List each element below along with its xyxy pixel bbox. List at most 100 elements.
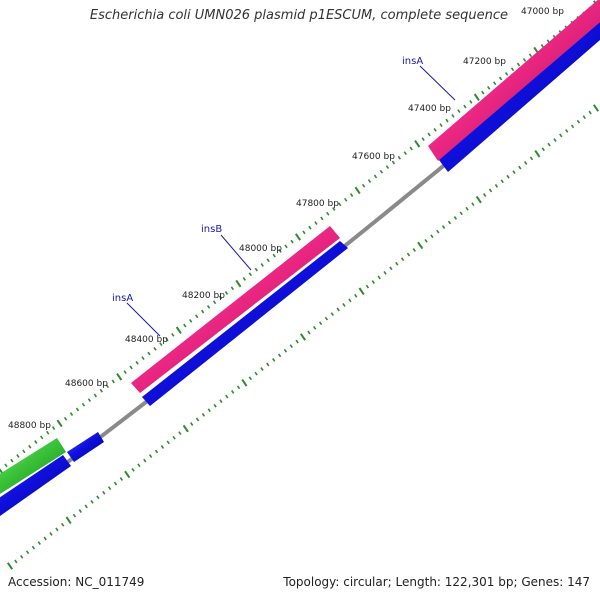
tick-label-47200: 47200 bp [463,57,506,67]
tick-label-47400: 47400 bp [408,104,451,114]
ruler-tick [427,132,431,137]
feature-bar-green-bottom[interactable] [0,438,66,494]
gene-label-leader-insA-bottom [126,302,161,337]
ruler-tick [207,408,211,413]
ruler-tick [166,440,170,445]
ruler-tick [55,527,59,532]
ruler-tick [307,330,311,335]
ruler-tick [383,270,387,275]
ruler-tick [190,422,194,426]
ruler-tick [14,559,18,564]
ruler-tick [154,449,159,454]
feature-bar-blue-mid[interactable] [142,241,348,406]
ruler-tick [332,207,336,211]
ruler-tick [242,277,246,281]
feature-bar-blue-bottom[interactable] [0,455,71,516]
ruler-tick [148,454,153,458]
ruler-tick [475,195,482,204]
ruler-tick [212,300,217,305]
ruler-tick [78,509,82,513]
ruler-tick [272,358,276,362]
ruler-tick [504,72,509,76]
tick-label-48400: 48400 bp [125,335,168,345]
ruler-tick [84,504,88,509]
ruler-tick [417,241,424,250]
ruler-tick [488,188,493,193]
ruler-tick [377,275,381,280]
ruler-tick [512,170,516,175]
ruler-tick [113,481,118,486]
ruler-tick [6,562,14,570]
ruler-tick [230,286,235,291]
ruler-tick [87,398,92,402]
ruler-tick [51,426,56,430]
ruler-tick [254,267,258,272]
ruler-tick [175,326,182,334]
ruler-tick [153,346,157,351]
ruler-tick [313,325,317,330]
ruler-tick [135,360,139,365]
gene-label-insB[interactable]: insB [201,224,222,235]
feature-bar-blue-small[interactable] [67,432,104,462]
ruler-tick [131,467,135,472]
ruler-tick [178,431,182,436]
ruler-tick [172,435,176,440]
ruler-tick [195,314,199,319]
ruler-tick [330,312,334,316]
ruler-tick [534,150,541,158]
ruler-tick [314,221,318,225]
ruler-tick [541,147,545,152]
ruler-tick [457,109,461,114]
ruler-tick [63,416,68,421]
ruler-tick [90,499,94,504]
ruler-tick [206,305,211,309]
outer-ruler-ticks [0,0,600,474]
feature-bar-pink-top[interactable] [428,0,600,161]
ruler-tick [65,516,72,524]
ruler-tick [451,113,455,118]
ruler-tick [49,532,53,536]
feature-bar-pink-mid[interactable] [131,226,340,393]
ruler-tick [183,323,187,328]
ruler-tick [141,356,145,361]
ruler-tick [338,202,342,207]
gene-label-insA-top[interactable]: insA [402,56,423,67]
tick-label-47600: 47600 bp [352,152,395,162]
ruler-tick [421,137,425,142]
ruler-tick [516,62,521,67]
ruler-tick [75,407,80,412]
ruler-tick [165,337,169,342]
ruler-tick [439,123,443,128]
gene-label-insA-bottom[interactable]: insA [112,293,133,304]
ruler-tick [459,211,463,216]
ruler-tick [10,458,14,463]
ruler-tick [123,370,127,375]
ruler-tick [93,393,97,398]
ruler-tick [493,81,497,86]
ruler-tick [463,104,467,109]
ruler-tick [124,470,131,479]
ruler-tick [365,284,370,289]
ruler-tick [284,244,288,249]
ruler-tick [302,230,306,235]
ruler-tick [326,211,330,216]
ruler-tick [22,449,26,454]
ruler-tick [320,216,324,221]
ruler-tick [290,239,294,244]
ruler-tick [441,225,446,229]
ruler-tick [266,258,270,263]
ruler-tick [553,138,557,142]
ruler-tick [547,142,551,147]
ruler-tick [494,183,499,188]
feature-bar-blue-top[interactable] [439,22,600,172]
ruler-tick [254,371,258,376]
ruler-tick [565,129,569,133]
ruler-tick [471,202,475,207]
ruler-tick [236,385,241,390]
tick-label-48600: 48600 bp [65,379,108,389]
ruler-tick [522,58,527,62]
ruler-tick [559,133,563,138]
ruler-tick [277,353,282,358]
ruler-tick [518,165,522,170]
